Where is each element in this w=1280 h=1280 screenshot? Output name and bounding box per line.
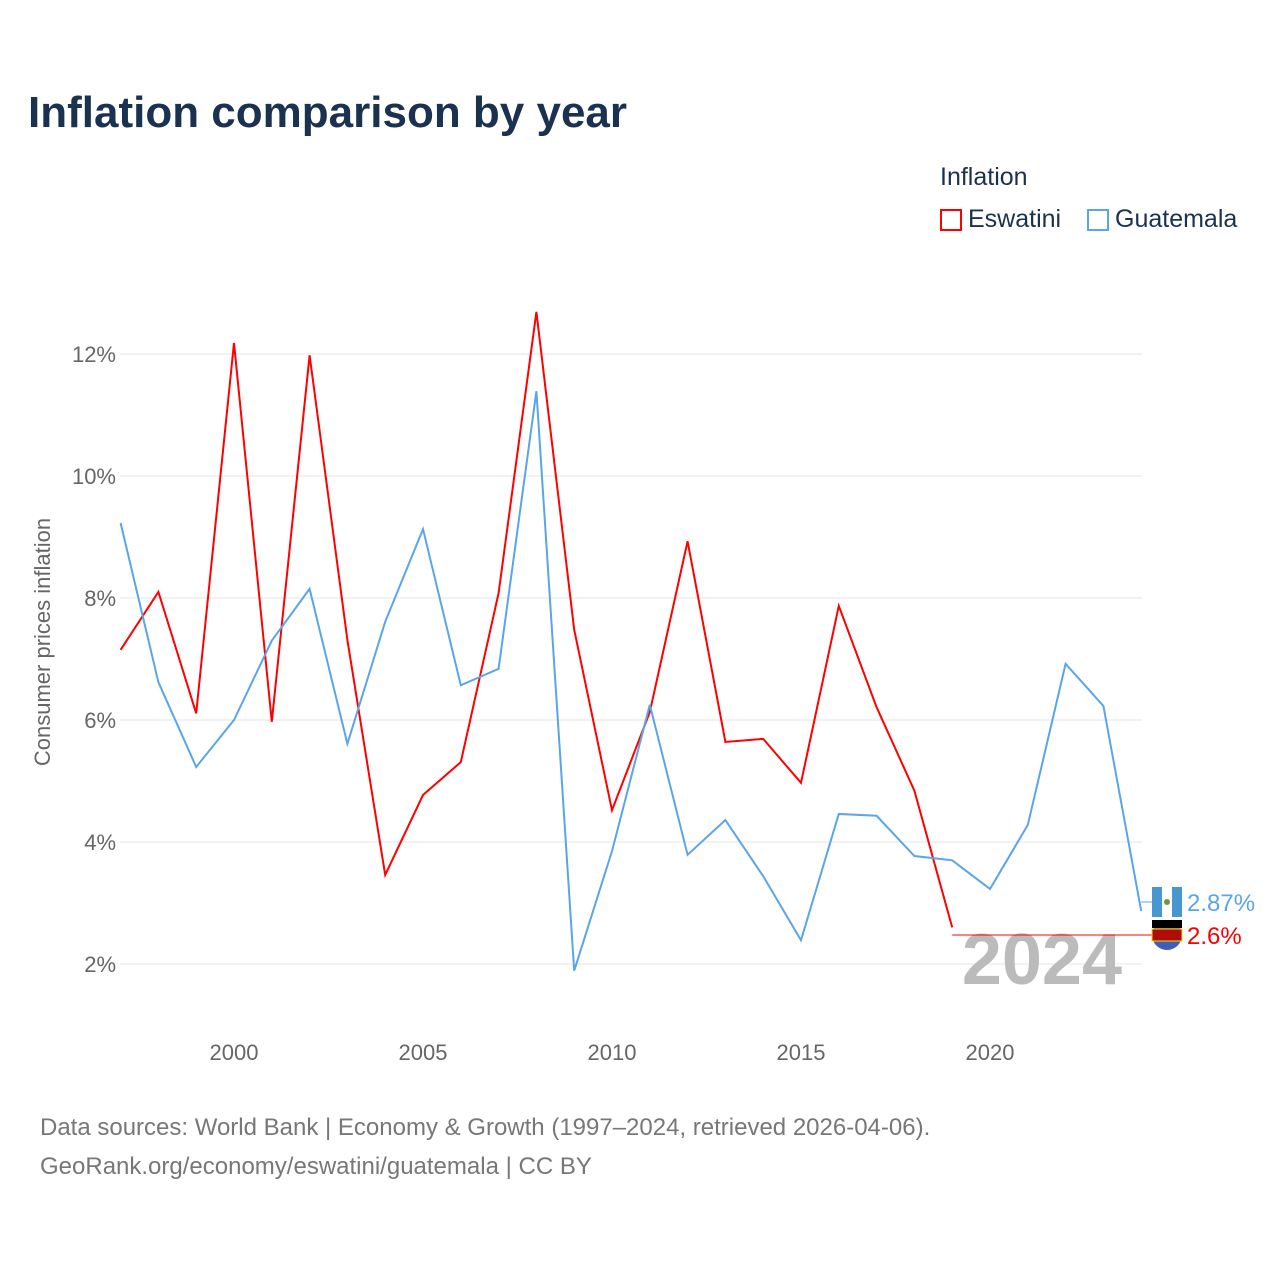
y-tick-label: 12% <box>72 342 116 367</box>
eswatini-flag-icon <box>1151 920 1183 950</box>
y-tick-label: 8% <box>84 586 116 611</box>
source-line: Data sources: World Bank | Economy & Gro… <box>40 1114 931 1141</box>
chart-title: Inflation comparison by year <box>28 88 628 137</box>
legend-swatch <box>1087 208 1109 231</box>
x-tick-label: 2020 <box>966 1040 1015 1065</box>
y-tick-label: 4% <box>84 830 116 855</box>
year-watermark: 2024 <box>962 920 1122 1000</box>
legend-item-guatemala[interactable]: Guatemala <box>1087 205 1237 234</box>
series-line-eswatini <box>119 311 954 928</box>
x-tick-label: 2005 <box>399 1040 448 1065</box>
source-link[interactable]: GeoRank.org/economy/eswatini/guatemala |… <box>40 1153 592 1180</box>
legend-label: Eswatini <box>968 205 1062 233</box>
end-value-label: 2.6% <box>1187 923 1242 950</box>
series-line-guatemala <box>119 391 1143 972</box>
source-note: Data sources: World Bank | Economy & Gro… <box>40 1108 930 1186</box>
x-tick-label: 2015 <box>777 1040 826 1065</box>
end-value-label: 2.87% <box>1187 890 1255 917</box>
legend-label: Guatemala <box>1115 205 1238 233</box>
y-tick-label: 6% <box>84 708 116 733</box>
x-tick-label: 2000 <box>210 1040 259 1065</box>
y-axis-label: Consumer prices inflation <box>30 518 55 766</box>
legend-swatch <box>940 208 962 231</box>
y-tick-label: 10% <box>72 464 116 489</box>
guatemala-flag-icon <box>1152 887 1182 917</box>
legend-item-eswatini[interactable]: Eswatini <box>940 205 1061 234</box>
x-tick-label: 2010 <box>588 1040 637 1065</box>
y-tick-label: 2% <box>84 952 116 977</box>
legend-title: Inflation <box>940 163 1028 191</box>
